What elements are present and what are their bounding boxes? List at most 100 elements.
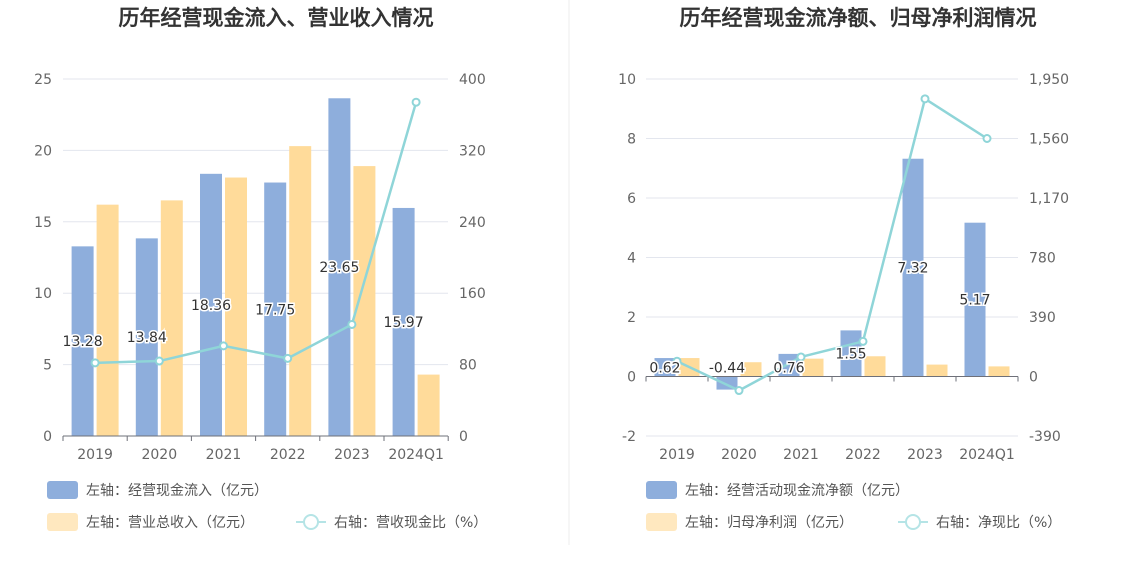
left-tick-label: 5 [43,358,52,374]
line-point [796,352,806,362]
chart-net-cashflow-net-profit: 历年经营现金流净额、归母净利润情况 2019 2020 2021 2022 2023 20… [618,6,1069,531]
line-series [672,94,992,396]
x-tick-label: 2019 [77,447,113,463]
data-label: -0.44 [709,361,745,377]
bar-series-2 [988,366,1010,377]
legend[interactable]: 左轴：经营活动现金流净额（亿元） 左轴：归母净利润（亿元） 右轴：净现比（%） [646,481,1061,531]
legend-label: 左轴：经营活动现金流净额（亿元） [685,483,909,499]
bar-series-1 [392,207,415,436]
bar-series-1 [200,173,222,436]
x-tick-label: 2023 [334,447,370,463]
line-path [676,97,988,392]
bar-series-2 [160,200,183,436]
legend-swatch-bar-1 [47,481,78,499]
left-tick-label: -2 [622,429,636,445]
bar-series-2 [417,374,440,436]
line-point [411,97,421,107]
bar-series-1 [654,358,676,377]
x-tick-label: 2023 [907,447,943,463]
bar-series-2 [353,166,376,436]
grid-lines [646,78,1018,437]
right-tick-label: 80 [459,358,477,374]
data-label: 1.55 [835,346,866,362]
legend-label: 左轴：经营现金流入（亿元） [86,483,268,499]
left-tick-label: 10 [34,286,52,302]
x-tick-label: 2019 [659,447,695,463]
bar-series-2 [289,146,312,436]
chart-title: 历年经营现金流入、营业收入情况 [119,6,434,30]
right-tick-label: 320 [459,143,486,159]
grid-lines [63,78,448,437]
bar-series-2 [96,204,119,436]
left-tick-label: 0 [627,370,636,386]
right-tick-label: 390 [1029,310,1056,326]
left-tick-label: 8 [627,132,636,148]
legend-label: 右轴：营收现金比（%） [334,515,487,531]
x-axis: 2019 2020 2021 2022 2023 2024Q1 [645,376,1019,463]
bar-series-1 [71,246,94,436]
legend[interactable]: 左轴：经营现金流入（亿元） 左轴：营业总收入（亿元） 右轴：营收现金比（%） [47,481,487,531]
bar-series-1 [135,238,158,436]
axis-ticks: -2 0 2 4 6 8 10 -390 0 390 780 1,170 1,560 1,950 [618,72,1069,445]
x-tick-label: 2021 [206,447,242,463]
left-tick-label: 20 [34,143,52,159]
x-tick-label: 2024Q1 [388,447,444,463]
line-series [90,97,421,368]
line-point [154,356,164,366]
bar-series-2 [740,362,762,377]
data-label: 13.28 [63,334,103,350]
right-tick-label: 0 [1029,370,1038,386]
legend-swatch-line-point [905,514,921,530]
line-point [219,341,228,351]
line-point [90,358,100,368]
left-tick-label: 25 [34,72,52,88]
line-point [982,134,992,143]
legend-swatch-line-point [303,514,319,530]
legend-swatch-bar-1 [646,481,677,499]
x-tick-label: 2024Q1 [959,447,1015,463]
right-tick-label: 240 [459,215,486,231]
bar-series-2 [225,177,247,437]
x-tick-label: 2020 [721,447,757,463]
line-point [920,94,930,104]
legend-label: 左轴：营业总收入（亿元） [86,515,254,531]
line-point [672,356,682,366]
bar-series-2 [802,358,824,377]
data-label: 23.65 [319,260,359,276]
legend-label: 左轴：归母净利润（亿元） [685,514,853,531]
left-tick-label: 10 [618,72,636,88]
data-label: 17.75 [255,302,295,318]
legend-swatch-bar-2 [47,513,78,531]
x-tick-label: 2022 [270,447,306,463]
bars [71,98,440,437]
x-tick-label: 2021 [783,447,819,463]
data-labels: 0.62 -0.44 0.76 1.55 7.32 5.17 [648,259,992,378]
bar-series-1 [328,98,351,436]
axis-ticks: 0 5 10 15 20 25 0 80 160 240 320 400 [34,72,486,445]
data-label: 13.84 [127,330,167,346]
data-label: 15.97 [384,315,424,331]
data-label: 0.76 [773,361,804,377]
right-tick-label: 0 [459,429,468,445]
left-tick-label: 0 [43,429,52,445]
right-tick-label: 1,170 [1029,191,1069,207]
x-tick-label: 2022 [845,447,881,463]
right-tick-label: -390 [1029,429,1061,445]
bar-series-2 [926,364,948,377]
bar-series-2 [864,356,886,377]
line-point [858,336,868,346]
left-tick-label: 2 [627,310,636,326]
right-tick-label: 1,950 [1029,72,1069,88]
bar-series-1 [964,222,986,377]
right-tick-label: 400 [459,72,486,88]
data-labels: 13.28 13.84 18.36 17.75 23.65 15.97 [61,259,425,352]
line-path [95,101,418,365]
line-point [347,319,357,329]
left-tick-label: 4 [627,251,636,267]
left-tick-label: 15 [34,215,52,231]
x-tick-label: 2020 [141,447,177,463]
data-label: 18.36 [191,298,231,314]
bar-series-1 [264,182,287,436]
